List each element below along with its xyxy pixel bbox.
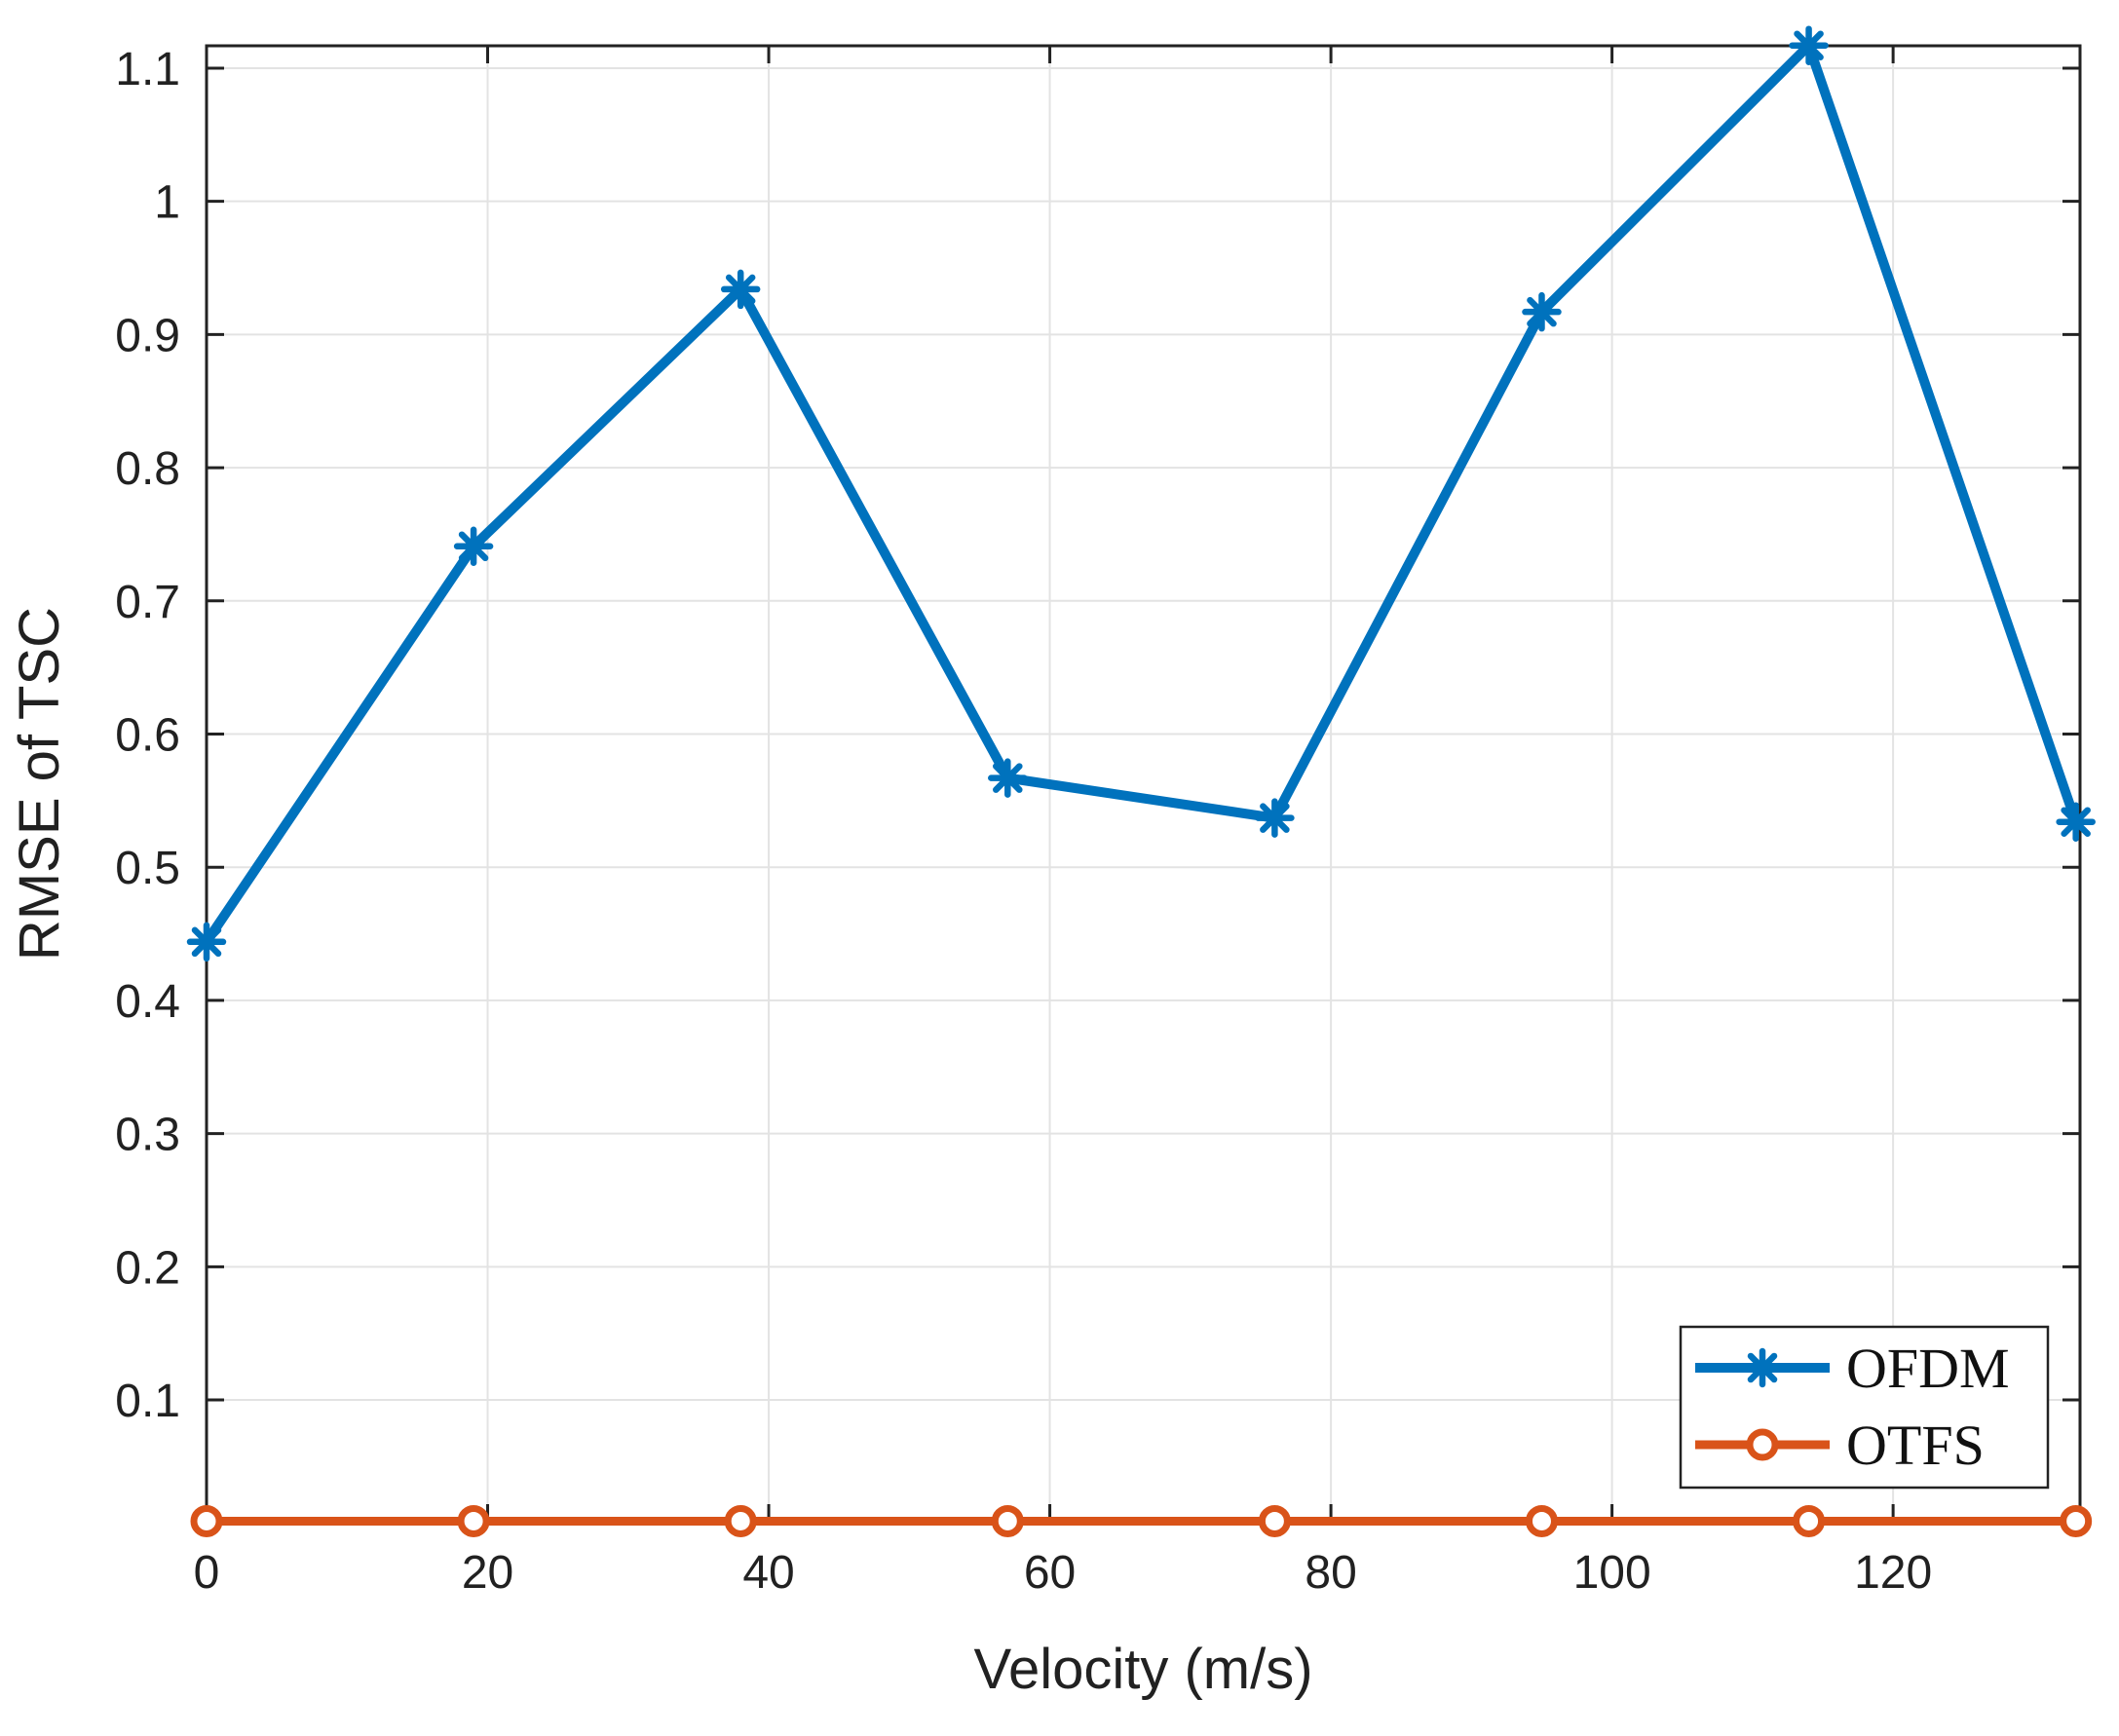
circle-marker [1793, 1504, 1826, 1537]
circle-marker [190, 1504, 223, 1537]
asterisk-marker [1255, 798, 1295, 838]
asterisk-spoke [2061, 807, 2091, 838]
asterisk-marker [720, 269, 761, 310]
asterisk-marker [1789, 25, 1829, 65]
y-tick-label: 0.3 [115, 1110, 180, 1161]
y-tick-label: 0.8 [115, 443, 180, 495]
circle-marker [724, 1504, 757, 1537]
asterisk-spoke [191, 926, 222, 958]
asterisk-marker [186, 922, 227, 962]
asterisk-spoke [1747, 1352, 1778, 1383]
x-tick-label: 80 [1305, 1547, 1356, 1599]
circle-marker [1258, 1504, 1291, 1537]
x-axis-label: Velocity (m/s) [973, 1638, 1312, 1701]
x-tick-label: 60 [1024, 1547, 1076, 1599]
y-tick-label: 1.1 [115, 44, 180, 95]
asterisk-spoke [1794, 30, 1824, 60]
x-tick-label: 120 [1854, 1547, 1932, 1599]
circle-marker [457, 1504, 490, 1537]
circle-marker [991, 1504, 1024, 1537]
asterisk-spoke [1527, 296, 1557, 327]
circle-marker [1746, 1428, 1779, 1461]
y-tick-label: 0.5 [115, 843, 180, 894]
asterisk-spoke [725, 274, 756, 305]
legend-entry-OTFS: OTFS [1695, 1414, 1985, 1477]
legend-label-OFDM: OFDM [1846, 1337, 2010, 1400]
asterisk-spoke [993, 763, 1023, 793]
asterisk-marker [2056, 802, 2096, 842]
legend: OFDM OTFS [1679, 1325, 2050, 1490]
y-tick-label: 0.1 [115, 1376, 180, 1427]
series-line-OFDM [202, 40, 2081, 945]
legend-label-OTFS: OTFS [1846, 1414, 1985, 1477]
asterisk-marker [1742, 1347, 1783, 1388]
circle-marker [2060, 1504, 2093, 1537]
x-tick-label: 0 [194, 1547, 220, 1599]
y-tick-label: 0.2 [115, 1242, 180, 1294]
y-tick-label: 0.4 [115, 976, 180, 1028]
asterisk-marker [1522, 291, 1562, 332]
y-tick-label: 0.6 [115, 710, 180, 762]
y-tick-label: 0.7 [115, 577, 180, 628]
asterisk-marker [453, 526, 494, 566]
y-tick-label: 1 [154, 177, 180, 229]
legend-box [1679, 1325, 2050, 1490]
asterisk-marker [988, 758, 1028, 798]
asterisk-spoke [458, 531, 489, 562]
series-OFDM [186, 25, 2096, 962]
circle-marker [1525, 1504, 1558, 1537]
x-tick-label: 40 [742, 1547, 794, 1599]
x-tick-label: 100 [1573, 1547, 1651, 1599]
y-tick-label: 0.9 [115, 310, 180, 361]
y-axis-label: RMSE of TSC [8, 607, 71, 961]
series-OTFS [190, 1504, 2093, 1537]
x-tick-label: 20 [462, 1547, 513, 1599]
asterisk-spoke [1260, 803, 1290, 833]
legend-entry-OFDM: OFDM [1695, 1337, 2010, 1400]
